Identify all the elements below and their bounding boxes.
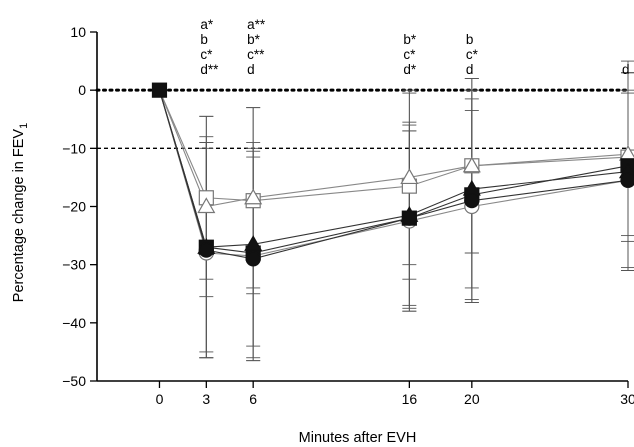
- reference-lines: [95, 88, 630, 150]
- annotation-label: b*: [247, 32, 261, 47]
- x-axis-title: Minutes after EVH: [299, 430, 417, 446]
- x-tick-label: 3: [202, 391, 210, 407]
- x-tick-label: 0: [156, 391, 164, 407]
- annotation-label: d: [622, 62, 630, 77]
- filled-triangle-marker: [244, 235, 263, 251]
- open-triangle-marker: [197, 197, 216, 214]
- annotation-label: a**: [247, 17, 266, 32]
- x-tick-label: 6: [249, 391, 257, 407]
- significance-annotations: a*bc*d**a**b*c**db*c*d*bc*d d: [200, 17, 629, 77]
- series-line-open-triangle: [158, 89, 629, 208]
- filled-circle-marker: [620, 172, 634, 188]
- axes: 10 0 −10 −20 −30 −40 −50 0 3 6 16 20 30: [62, 24, 634, 407]
- series-line-filled-triangle: [158, 90, 629, 248]
- annotation-label: b: [466, 32, 474, 47]
- annotation-label: c**: [247, 47, 265, 62]
- annotation-label: c*: [200, 47, 213, 62]
- open-triangle-marker: [400, 168, 419, 185]
- y-tick-label: −20: [62, 199, 86, 215]
- filled-circle-marker: [198, 242, 214, 258]
- annotation-label: b*: [403, 32, 417, 47]
- series-markers: [151, 82, 634, 267]
- y-tick-label: 10: [70, 24, 86, 40]
- annotation-label: b: [200, 32, 208, 47]
- filled-circle-marker: [245, 251, 261, 267]
- open-triangle-marker: [244, 188, 263, 205]
- y-axis-title-subscript: 1: [18, 123, 30, 129]
- x-tick-label: 16: [402, 391, 418, 407]
- series-line-open-square: [158, 89, 629, 202]
- annotation-label: c*: [466, 47, 479, 62]
- y-tick-label: −40: [62, 315, 86, 331]
- x-tick-label: 30: [620, 391, 634, 407]
- x-tick-label: 20: [464, 391, 480, 407]
- y-tick-label: −30: [62, 257, 86, 273]
- annotation-label: d: [247, 62, 255, 77]
- y-tick-label: −50: [62, 373, 86, 389]
- y-tick-label: 0: [78, 82, 86, 98]
- series-line-filled-circle: [158, 90, 629, 260]
- y-tick-label: −10: [62, 140, 86, 156]
- filled-circle-marker: [401, 210, 417, 226]
- series-line-open-circle: [158, 90, 629, 257]
- open-triangle-marker: [462, 156, 481, 173]
- annotation-label: a*: [200, 17, 214, 32]
- filled-circle-marker: [464, 193, 480, 209]
- y-axis-title: Percentage change in FEV1: [11, 123, 30, 302]
- series-lines: [158, 89, 629, 260]
- annotation-label: d: [466, 62, 474, 77]
- annotation-label: d*: [403, 62, 417, 77]
- annotation-label: d**: [200, 62, 219, 77]
- annotation-label: c*: [403, 47, 416, 62]
- y-axis-title-main: Percentage change in FEV: [11, 129, 27, 303]
- filled-square-marker: [151, 82, 168, 98]
- series-line-filled-square: [158, 90, 629, 254]
